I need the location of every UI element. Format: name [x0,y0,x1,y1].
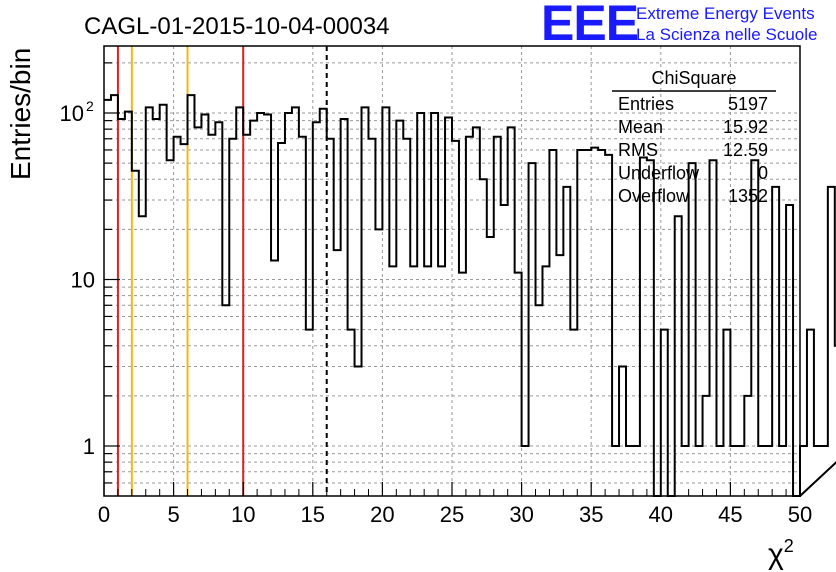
y-axis-label: Entries/bin [5,48,36,180]
x-tick-label: 0 [98,502,110,527]
x-axis-ticks: 0 5 10 15 20 25 30 35 40 45 50 [98,482,812,527]
stats-value-mean: 15.92 [723,117,768,137]
x-tick-label: 25 [440,502,464,527]
x-tick-label: 15 [301,502,325,527]
x-tick-label: 40 [649,502,673,527]
stats-box: ChiSquare Entries 5197 Mean 15.92 RMS 12… [612,68,776,206]
logo-line-1: Extreme Energy Events [636,4,815,23]
x-tick-label: 50 [788,502,812,527]
histogram-outline [104,94,836,497]
x-axis-label-exponent: 2 [784,536,794,556]
stats-label-underflow: Underflow [618,163,700,183]
x-tick-label: 45 [718,502,742,527]
logo-letters: EEE [541,0,638,51]
stats-title: ChiSquare [651,68,736,88]
logo-line-2: La Scienza nelle Scuole [636,25,817,44]
eee-logo: EEE Extreme Energy Events La Scienza nel… [541,0,817,51]
stats-label-overflow: Overflow [618,186,690,206]
x-axis-label-symbol: χ [768,538,784,571]
y-tick-label-exponent: 2 [86,98,94,114]
x-tick-label: 5 [167,502,179,527]
y-tick-label: 10 [60,101,84,126]
y-tick-label: 10 [71,268,95,293]
x-tick-label: 10 [231,502,255,527]
stats-value-overflow: 1352 [728,186,768,206]
x-tick-label: 30 [509,502,533,527]
x-axis-label: χ2 [768,536,794,571]
x-tick-label: 20 [370,502,394,527]
stats-value-rms: 12.59 [723,140,768,160]
stats-value-underflow: 0 [758,163,768,183]
stats-value-entries: 5197 [728,94,768,114]
stats-label-rms: RMS [618,140,658,160]
stats-label-mean: Mean [618,117,663,137]
x-tick-label: 35 [579,502,603,527]
chart-title: CAGL-01-2015-10-04-00034 [84,13,390,40]
y-tick-label: 1 [83,434,95,459]
stats-label-entries: Entries [618,94,674,114]
